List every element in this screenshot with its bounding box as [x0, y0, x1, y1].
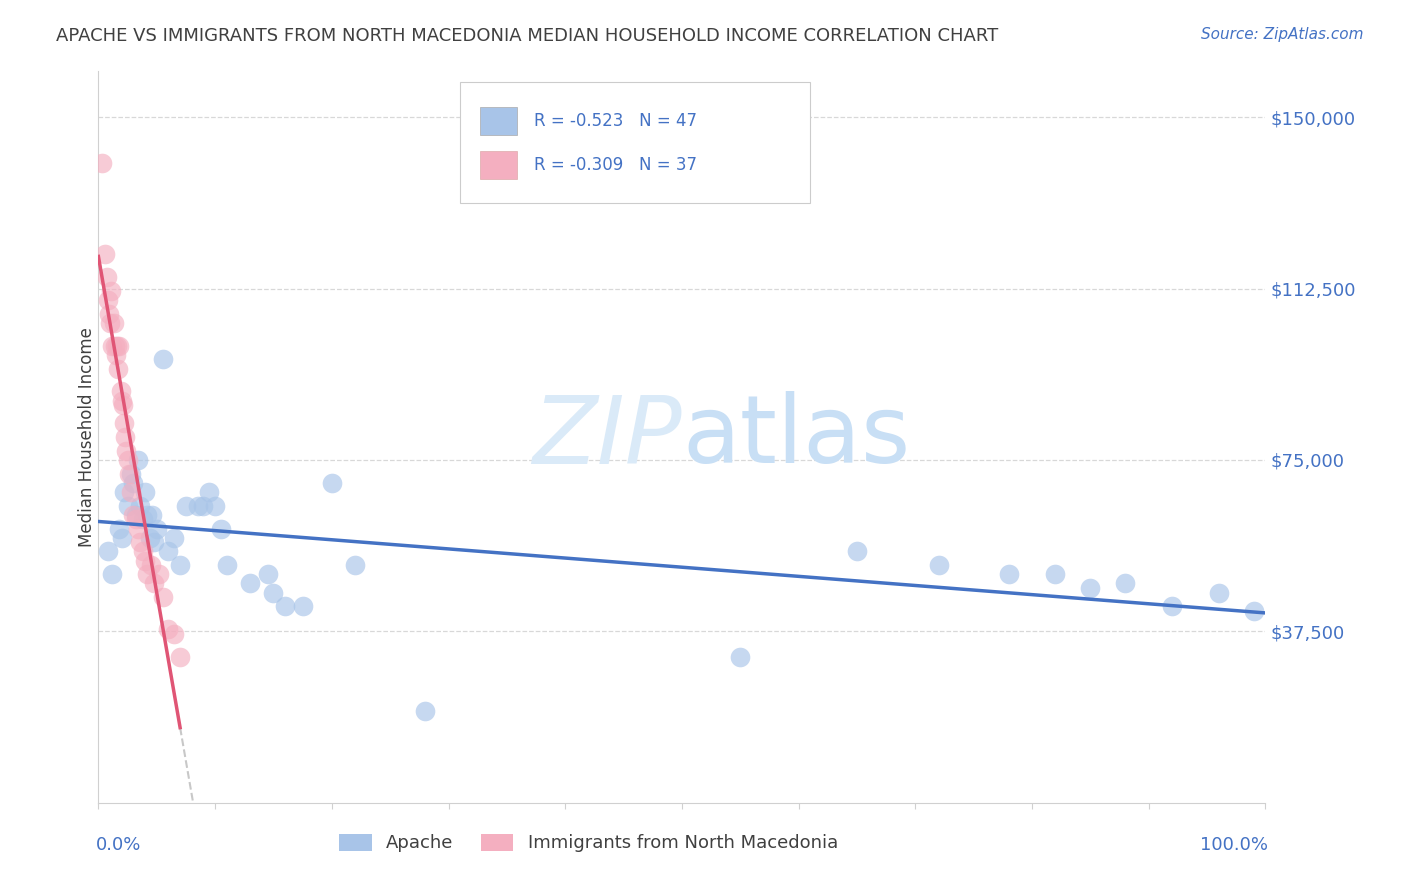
Point	[256, 567, 278, 582]
Point	[163, 626, 186, 640]
Point	[136, 567, 159, 582]
Point	[129, 535, 152, 549]
Point	[111, 393, 134, 408]
Point	[112, 417, 135, 431]
FancyBboxPatch shape	[479, 107, 517, 136]
Point	[152, 590, 174, 604]
Point	[187, 499, 209, 513]
Point	[1161, 599, 1184, 614]
Text: 0.0%: 0.0%	[96, 836, 142, 854]
Point	[108, 521, 131, 535]
Point	[132, 512, 155, 526]
Text: R = -0.523   N = 47: R = -0.523 N = 47	[534, 112, 697, 130]
Point	[146, 521, 169, 535]
Point	[321, 475, 343, 490]
Point	[100, 284, 122, 298]
Point	[115, 443, 138, 458]
Point	[1045, 567, 1067, 582]
Point	[101, 338, 124, 352]
Point	[344, 558, 367, 573]
Point	[169, 558, 191, 573]
Point	[198, 484, 221, 499]
Point	[1114, 576, 1136, 591]
Y-axis label: Median Household Income: Median Household Income	[79, 327, 96, 547]
Point	[125, 508, 148, 522]
Point	[127, 521, 149, 535]
Point	[117, 453, 139, 467]
Point	[139, 531, 162, 545]
Point	[1080, 581, 1102, 595]
Point	[139, 558, 162, 573]
Point	[110, 384, 132, 399]
Text: APACHE VS IMMIGRANTS FROM NORTH MACEDONIA MEDIAN HOUSEHOLD INCOME CORRELATION CH: APACHE VS IMMIGRANTS FROM NORTH MACEDONI…	[56, 27, 998, 45]
Text: R = -0.309   N = 37: R = -0.309 N = 37	[534, 156, 697, 174]
Point	[101, 567, 124, 582]
Point	[134, 484, 156, 499]
Point	[193, 499, 215, 513]
Text: Source: ZipAtlas.com: Source: ZipAtlas.com	[1201, 27, 1364, 42]
Point	[97, 544, 120, 558]
Point	[103, 316, 125, 330]
Text: 100.0%: 100.0%	[1199, 836, 1268, 854]
Point	[157, 622, 180, 636]
Text: atlas: atlas	[682, 391, 910, 483]
Point	[104, 338, 127, 352]
Point	[174, 499, 197, 513]
Legend: Apache, Immigrants from North Macedonia: Apache, Immigrants from North Macedonia	[332, 826, 845, 860]
Point	[105, 338, 128, 352]
Point	[132, 544, 155, 558]
Point	[928, 558, 950, 573]
Point	[152, 352, 174, 367]
Point	[209, 521, 232, 535]
Point	[122, 475, 145, 490]
Point	[141, 508, 163, 522]
Point	[157, 544, 180, 558]
FancyBboxPatch shape	[479, 151, 517, 179]
Point	[291, 599, 314, 614]
Point	[274, 599, 297, 614]
Point	[262, 585, 284, 599]
Point	[90, 155, 112, 169]
Point	[97, 307, 120, 321]
Point	[111, 531, 134, 545]
Point	[129, 499, 152, 513]
Point	[118, 467, 141, 481]
Point	[143, 535, 166, 549]
Point	[204, 499, 226, 513]
Point	[143, 576, 166, 591]
Point	[120, 484, 142, 499]
Point	[148, 567, 170, 582]
Point	[997, 567, 1019, 582]
Point	[134, 553, 156, 567]
Point	[97, 293, 120, 307]
Point	[112, 484, 135, 499]
Point	[1243, 604, 1265, 618]
Point	[413, 705, 436, 719]
Point	[125, 512, 148, 526]
Point	[108, 338, 131, 352]
Point	[98, 316, 121, 330]
Point	[1208, 585, 1230, 599]
Text: ZIP: ZIP	[533, 392, 682, 483]
Point	[94, 247, 117, 261]
Point	[239, 576, 262, 591]
Point	[215, 558, 238, 573]
Point	[120, 467, 142, 481]
Point	[107, 361, 129, 376]
Point	[169, 649, 191, 664]
Point	[730, 649, 752, 664]
Point	[846, 544, 869, 558]
Point	[117, 499, 139, 513]
Point	[136, 508, 159, 522]
Point	[122, 508, 145, 522]
Point	[114, 430, 136, 444]
Point	[127, 453, 149, 467]
Point	[163, 531, 186, 545]
Point	[96, 270, 118, 285]
Point	[111, 398, 134, 412]
Point	[104, 348, 127, 362]
FancyBboxPatch shape	[460, 82, 810, 203]
